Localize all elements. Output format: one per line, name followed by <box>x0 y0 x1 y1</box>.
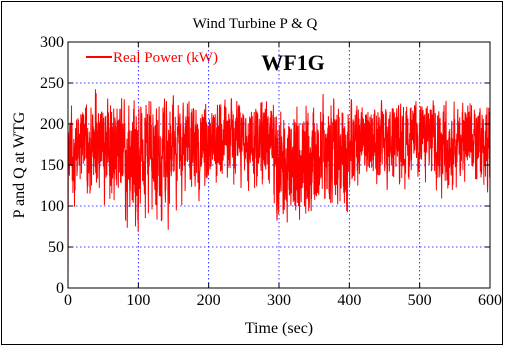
tick-group <box>67 41 491 289</box>
x-tick-label: 400 <box>337 292 361 309</box>
y-tick-label: 100 <box>40 198 64 215</box>
y-axis-label: P and Q at WTG <box>11 111 28 218</box>
legend-label-real-power: Real Power (kW) <box>113 50 218 66</box>
tick-label-group: 0 100 200 300 400 500 600 0 50 100 150 200 250 300 <box>40 34 502 309</box>
legend: Real Power (kW) <box>86 50 218 66</box>
x-tick-label: 0 <box>64 292 72 309</box>
chart-title: Wind Turbine P & Q <box>193 16 318 32</box>
x-tick-label: 200 <box>197 292 221 309</box>
x-axis-label: Time (sec) <box>245 320 313 337</box>
series-line-real-power <box>67 89 491 289</box>
x-tick-label: 300 <box>267 292 291 309</box>
x-tick-label: 500 <box>408 292 432 309</box>
y-tick-label: 50 <box>48 239 64 256</box>
y-tick-label: 300 <box>40 34 64 51</box>
x-tick-label: 100 <box>126 292 150 309</box>
y-tick-label: 250 <box>40 75 64 92</box>
x-tick-label: 600 <box>478 292 502 309</box>
grid-lines <box>68 42 490 288</box>
y-tick-label: 200 <box>40 116 64 133</box>
series-group <box>67 89 491 289</box>
y-tick-label: 150 <box>40 157 64 174</box>
annotation-wf1g: WF1G <box>261 50 325 75</box>
y-tick-label: 0 <box>56 280 64 297</box>
